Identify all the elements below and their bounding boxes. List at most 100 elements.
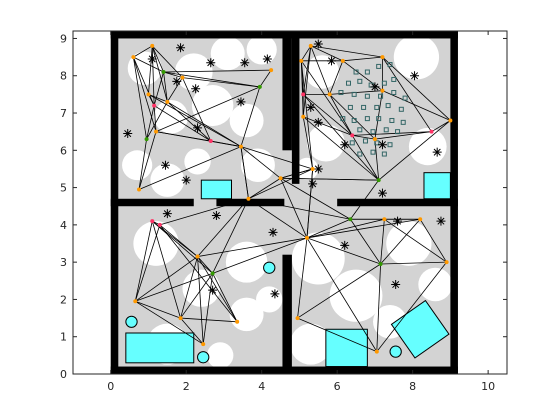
roadmap-edge <box>146 101 168 140</box>
roadmap-edge <box>350 179 380 220</box>
star-marker <box>191 84 201 94</box>
roadmap-edge <box>248 168 313 200</box>
wall-segment <box>216 198 285 207</box>
roadmap-edge <box>419 219 447 263</box>
clearance-circle <box>122 150 153 181</box>
roadmap-edge <box>306 218 351 239</box>
y-tick-label: 0 <box>60 368 67 381</box>
roadmap-edge <box>148 94 155 106</box>
roadmap-node <box>161 70 166 75</box>
roadmap-edge <box>384 218 447 263</box>
roadmap-edge <box>167 101 212 142</box>
star-marker <box>206 58 216 68</box>
star-marker <box>340 140 350 150</box>
roadmap-edge <box>159 198 249 226</box>
square-marker <box>349 140 355 146</box>
roadmap-edge <box>151 45 168 102</box>
roadmap-edge <box>380 261 447 265</box>
roadmap-edge <box>151 221 181 319</box>
roadmap-node <box>348 217 353 222</box>
roadmap-edge <box>155 86 260 133</box>
roadmap-edge <box>180 317 238 323</box>
star-marker <box>147 54 157 64</box>
square-marker <box>357 127 363 133</box>
roadmap-edge <box>310 45 383 58</box>
star-marker <box>391 280 401 290</box>
roadmap-node <box>295 316 300 321</box>
roadmap-node <box>195 254 200 259</box>
star-marker <box>193 123 203 133</box>
roadmap-node <box>301 114 306 119</box>
star-marker <box>393 216 403 226</box>
obstacle-rect <box>125 332 195 364</box>
roadmap-node <box>301 92 306 97</box>
clearance-circle <box>150 163 185 197</box>
roadmap-edge <box>182 77 212 142</box>
roadmap-edge <box>378 120 451 181</box>
roadmap-edge <box>382 90 451 121</box>
x-tick-label: 0 <box>107 380 114 393</box>
square-marker <box>374 140 380 146</box>
clearance-circle <box>229 103 264 138</box>
roadmap-edge <box>167 101 242 147</box>
obstacle-circle <box>263 261 276 274</box>
roadmap-edge <box>138 139 147 190</box>
clearance-circle <box>305 55 340 89</box>
square-marker <box>395 129 401 135</box>
roadmap-edge <box>180 317 204 345</box>
square-marker <box>351 91 357 97</box>
roadmap-edge <box>159 224 198 257</box>
square-marker <box>357 151 363 157</box>
star-marker <box>377 140 387 150</box>
roadmap-edge <box>431 120 451 133</box>
roadmap-edge <box>135 272 213 302</box>
roadmap-edge <box>133 56 155 106</box>
wall-segment <box>291 31 300 184</box>
roadmap-edge <box>135 300 204 345</box>
square-marker <box>338 90 344 96</box>
star-marker <box>236 97 246 107</box>
roadmap-edge <box>300 60 353 136</box>
clearance-circle <box>210 36 245 71</box>
clearance-circle <box>290 323 332 365</box>
roadmap-node <box>299 58 304 63</box>
roadmap-node <box>246 196 251 201</box>
obstacle-circle <box>125 315 138 328</box>
roadmap-edge <box>163 69 272 73</box>
clearance-circle <box>154 99 189 134</box>
roadmap-edge <box>302 116 314 170</box>
star-marker <box>172 76 182 86</box>
roadmap-node <box>208 138 213 143</box>
square-marker <box>347 104 353 110</box>
axis-ticks: 0 2 4 6 8 10 0 1 2 3 4 5 6 7 8 9 <box>60 31 507 393</box>
roadmap-node <box>180 75 185 80</box>
clearance-circle <box>184 148 211 175</box>
star-marker <box>268 227 278 237</box>
square-marker <box>398 106 404 112</box>
roadmap-edge <box>374 131 432 140</box>
square-marker <box>364 116 370 122</box>
roadmap-node <box>374 349 379 354</box>
roadmap-node <box>150 43 155 48</box>
square-marker <box>385 103 391 109</box>
obstacle-circle <box>389 345 402 358</box>
roadmap-node <box>429 129 434 134</box>
y-tick-label: 1 <box>60 331 67 344</box>
roadmap-edge <box>306 218 385 239</box>
roadmap-edge <box>374 139 380 181</box>
roadmap-edge <box>197 256 204 345</box>
square-marker <box>402 95 408 101</box>
square-marker <box>391 76 397 82</box>
star-marker <box>436 216 446 226</box>
square-marker <box>351 117 357 123</box>
roadmap-edge <box>310 45 344 62</box>
roadmap-edge <box>248 177 281 200</box>
square-marker <box>378 93 384 99</box>
roadmap-edge <box>135 300 181 319</box>
roadmap-edge <box>310 45 330 95</box>
roadmap-node <box>154 129 159 134</box>
roadmap-node <box>146 92 151 97</box>
roadmap-node <box>144 137 149 142</box>
roadmap-edge <box>132 57 147 140</box>
axes-box <box>72 30 508 375</box>
